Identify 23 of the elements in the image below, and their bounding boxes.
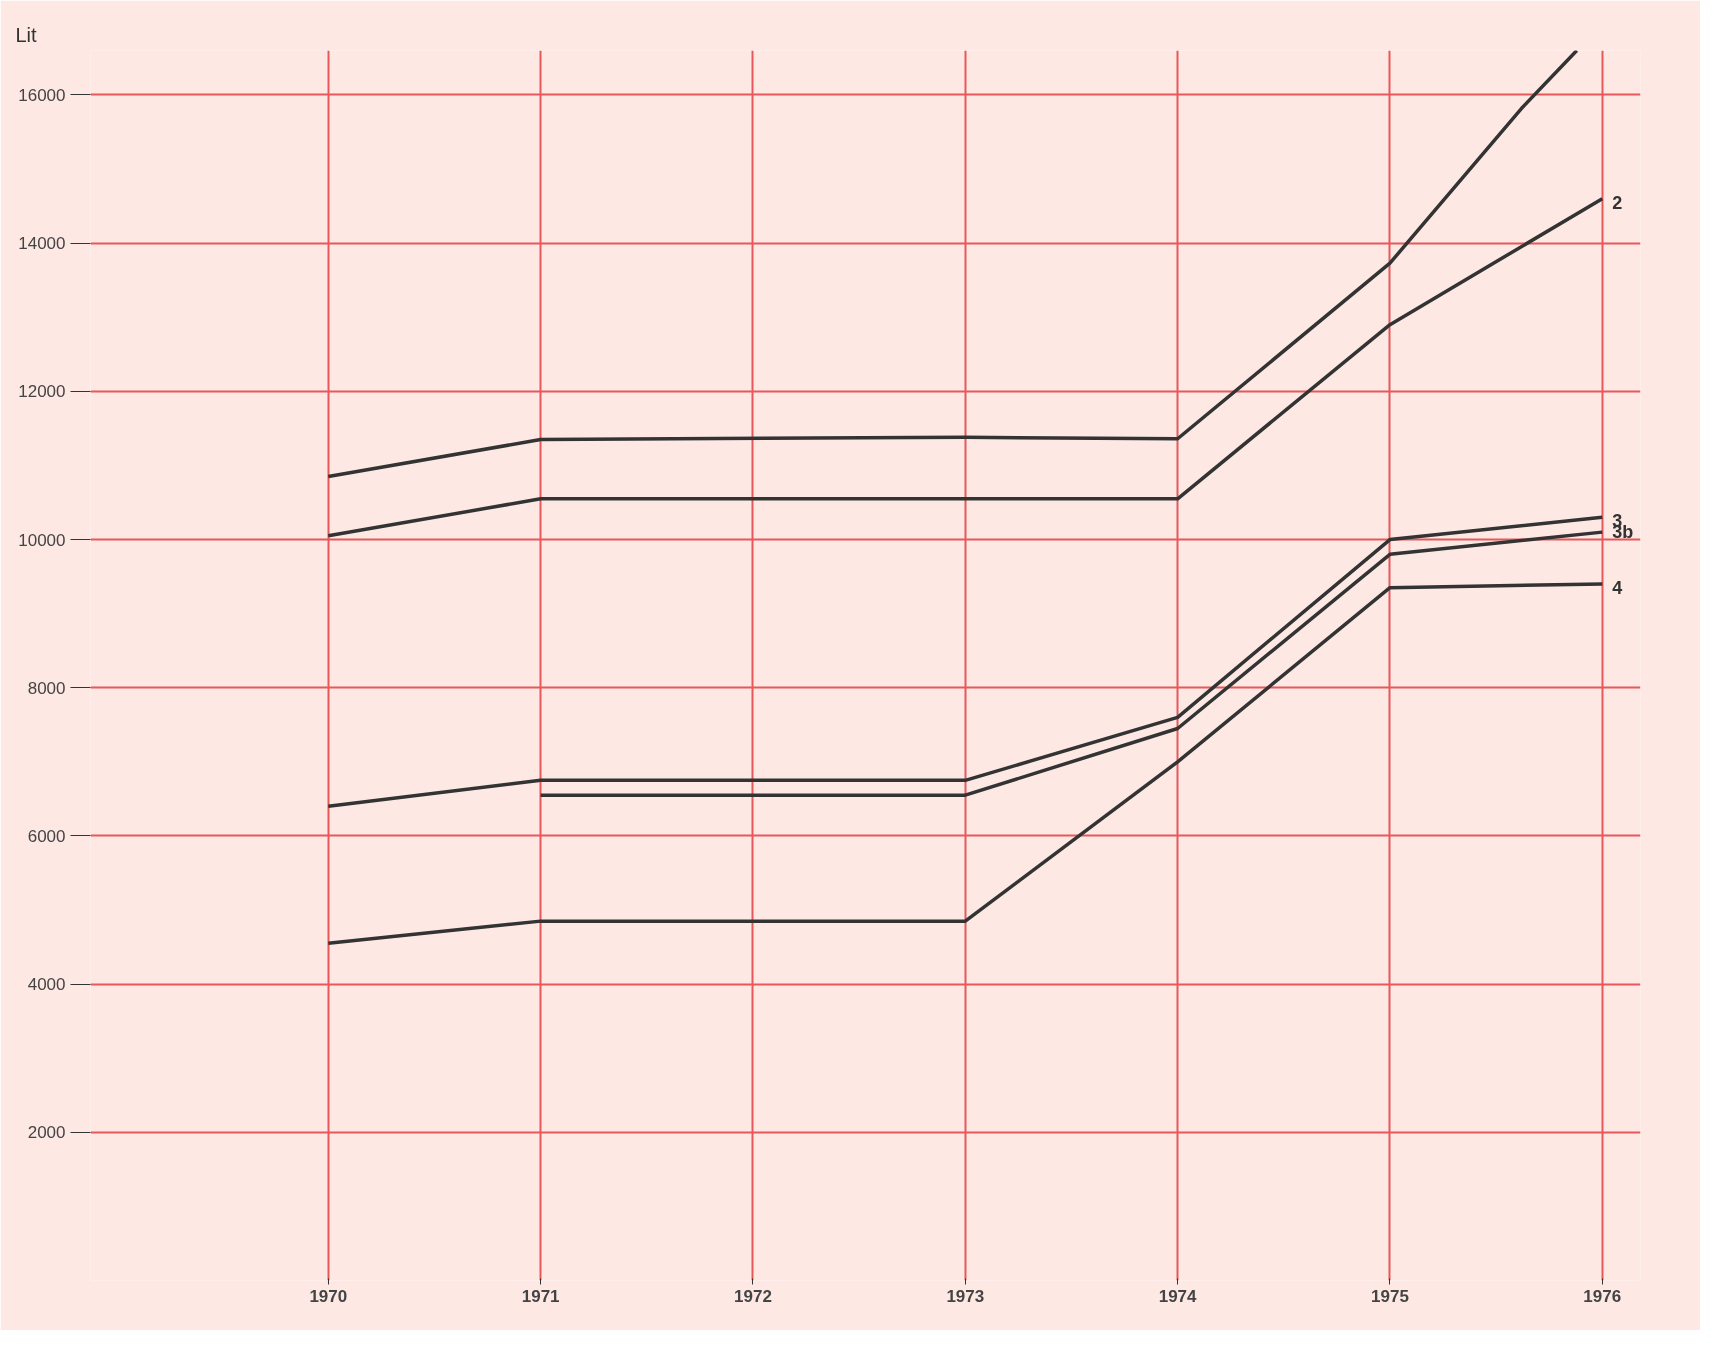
series-label: 4	[1612, 577, 1623, 598]
x-tick-label: 1973	[946, 1286, 985, 1306]
x-tick-label: 1972	[734, 1286, 772, 1306]
x-tick-label: 1976	[1583, 1286, 1622, 1306]
y-tick-label: 4000	[27, 975, 66, 995]
line-series	[326, 50, 1579, 479]
y-tick-label: 8000	[27, 678, 66, 698]
series-label: 2	[1612, 192, 1623, 213]
y-tick-label: 14000	[18, 234, 66, 254]
x-tick-label: 1975	[1371, 1286, 1409, 1306]
line-series	[326, 196, 1605, 538]
line-series	[326, 515, 1605, 809]
y-tick-label: 16000	[18, 85, 66, 105]
line-series	[326, 582, 1605, 946]
x-tick-label: 1974	[1158, 1286, 1198, 1306]
y-tick-label: 2000	[27, 1123, 66, 1143]
y-tick-label: 12000	[18, 382, 66, 402]
x-tick-label: 1970	[309, 1286, 348, 1306]
x-tick-label: 1971	[521, 1286, 560, 1306]
y-axis-title: Lit	[15, 23, 38, 46]
y-tick-label: 10000	[18, 530, 66, 550]
line-series	[538, 530, 1605, 797]
y-tick-label: 6000	[27, 826, 66, 846]
